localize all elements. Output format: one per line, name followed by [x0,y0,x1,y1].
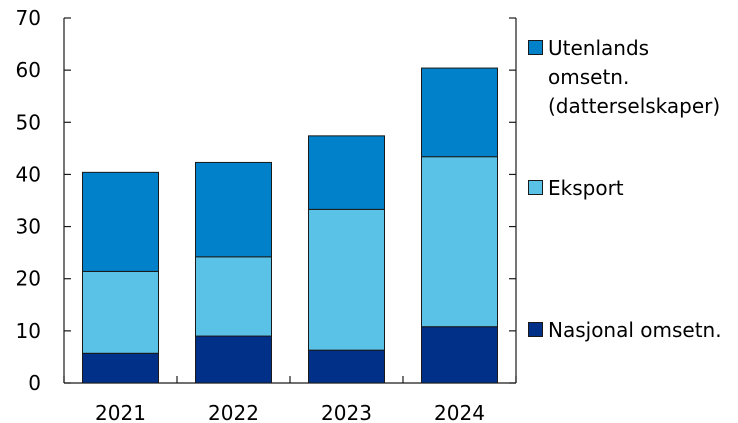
x-tick-label: 2023 [321,401,372,423]
bar-segment [82,171,159,272]
legend-swatch-eksport [528,180,543,195]
y-tick-label: 70 [16,6,41,30]
y-tick-label: 0 [28,371,41,395]
bar-segment [308,135,385,210]
legend-swatch-nasjonal [528,322,543,337]
legend-item-utenlands: Utenlands omsetn. (datterselskaper) [528,34,720,121]
bars [82,67,498,384]
y-tick-label: 30 [16,215,41,239]
legend-label-utenlands: Utenlands omsetn. (datterselskaper) [548,36,721,118]
legend-item-nasjonal: Nasjonal omsetn. [528,316,722,345]
y-tick-label: 50 [16,110,41,134]
bar-segment [195,335,272,384]
bar-segment [421,67,498,158]
bar-segment [308,208,385,351]
bar-segment [421,326,498,384]
legend-label-eksport: Eksport [548,176,624,200]
legend: Utenlands omsetn. (datterselskaper) Eksp… [528,0,738,423]
bar-segment [421,156,498,328]
y-tick-label: 10 [16,319,41,343]
tick-labels: 0 10 20 30 40 50 60 70 2021 2022 2023 2024 [16,6,485,423]
y-tick-label: 20 [16,267,41,291]
bar-segment [82,352,159,384]
legend-swatch-utenlands [528,40,543,55]
bar-segment [195,161,272,258]
x-tick-label: 2024 [434,401,485,423]
x-tick-label: 2022 [208,401,259,423]
bar-segment [82,270,159,354]
y-tick-label: 60 [16,58,41,82]
bar-segment [308,349,385,384]
bar-segment [195,256,272,337]
legend-label-nasjonal: Nasjonal omsetn. [548,318,722,342]
x-tick-label: 2021 [95,401,146,423]
legend-item-eksport: Eksport [528,174,624,203]
y-tick-label: 40 [16,162,41,186]
